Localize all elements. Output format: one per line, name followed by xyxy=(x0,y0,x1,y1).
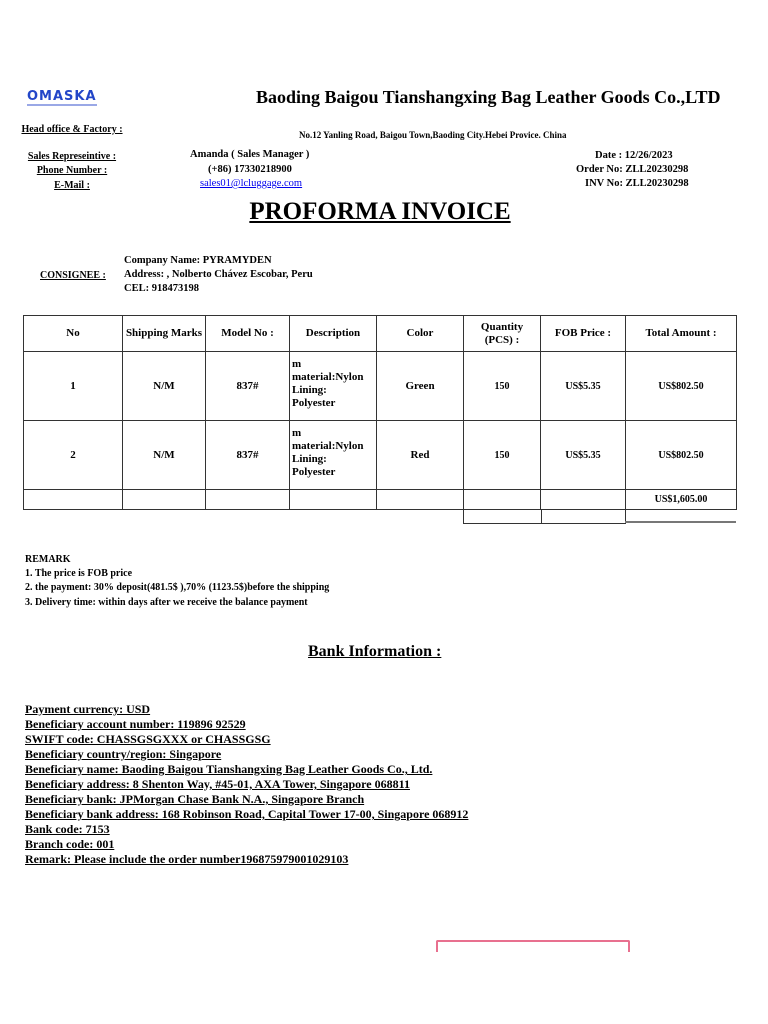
company-seal-stamp xyxy=(436,940,630,952)
cell-color: Red xyxy=(376,420,464,490)
invoice-date: Date : 12/26/2023 xyxy=(595,150,673,161)
header-total-amount: Total Amount : xyxy=(625,315,737,352)
desc-line: Polyester xyxy=(292,466,336,478)
cell-color: Green xyxy=(376,351,464,421)
cell-price: US$5.35 xyxy=(540,420,626,490)
cell-no: 2 xyxy=(23,420,123,490)
bank-line: Beneficiary name: Baoding Baigou Tiansha… xyxy=(25,762,433,776)
extra-cell xyxy=(463,509,542,524)
cell-model: 837# xyxy=(205,420,290,490)
cell-total: US$802.50 xyxy=(625,420,737,490)
table-header-row: No Shipping Marks Model No : Description… xyxy=(23,315,737,352)
sales-rep-label: Sales Represeintive : xyxy=(27,151,117,162)
bank-line: Beneficiary bank address: 168 Robinson R… xyxy=(25,807,469,821)
desc-line: Lining: xyxy=(292,384,327,396)
cell-price: US$5.35 xyxy=(540,351,626,421)
bank-line: Beneficiary bank: JPMorgan Chase Bank N.… xyxy=(25,792,365,806)
desc-line: material:Nylon xyxy=(292,371,364,383)
company-name: Baoding Baigou Tianshangxing Bag Leather… xyxy=(256,87,721,107)
company-logo: OMASKA xyxy=(27,89,97,106)
grand-total: US$1,605.00 xyxy=(625,489,737,510)
cell-total: US$802.50 xyxy=(625,351,737,421)
bank-line: Remark: Please include the order number1… xyxy=(25,852,349,866)
bank-line: SWIFT code: CHASSGSGXXX or CHASSGSG xyxy=(25,732,271,746)
bank-line: Payment currency: USD xyxy=(25,702,151,716)
bank-line: Beneficiary account number: 119896 92529 xyxy=(25,717,246,731)
header-shipping-marks: Shipping Marks xyxy=(122,315,206,352)
header-fob-price: FOB Price : xyxy=(540,315,626,352)
email-label: E-Mail : xyxy=(54,180,90,191)
cell-description: m material:Nylon Lining: Polyester xyxy=(289,351,377,421)
invoice-number: INV No: ZLL20230298 xyxy=(585,178,689,189)
phone-value: (+86) 17330218900 xyxy=(208,164,292,175)
consignee-company: Company Name: PYRAMYDEN xyxy=(124,255,272,266)
phone-label: Phone Number : xyxy=(36,165,108,176)
header-no: No xyxy=(23,315,123,352)
order-number: Order No: ZLL20230298 xyxy=(576,164,689,175)
cell-model: 837# xyxy=(205,351,290,421)
page-title: PROFORMA INVOICE xyxy=(249,198,511,225)
desc-line: Polyester xyxy=(292,397,336,409)
consignee-label: CONSIGNEE : xyxy=(40,270,106,281)
head-office-label: Head office & Factory : xyxy=(21,124,123,135)
total-row: US$1,605.00 xyxy=(23,489,737,510)
remark-item: 3. Delivery time: within days after we r… xyxy=(25,597,308,608)
bank-line: Bank code: 7153 xyxy=(25,822,110,836)
table-row: 1 N/M 837# m material:Nylon Lining: Polyest… xyxy=(23,351,737,421)
desc-line: Lining: xyxy=(292,453,327,465)
sales-rep-value: Amanda ( Sales Manager ) xyxy=(190,149,310,160)
email-link[interactable]: sales01@lcluggage.com xyxy=(200,178,303,189)
divider xyxy=(625,521,736,523)
desc-line: m xyxy=(292,427,302,439)
bank-line: Beneficiary address: 8 Shenton Way, #45-… xyxy=(25,777,410,791)
cell-no: 1 xyxy=(23,351,123,421)
consignee-cel: CEL: 918473198 xyxy=(124,283,199,294)
bank-line: Branch code: 001 xyxy=(25,837,115,851)
bank-info-title: Bank Information : xyxy=(308,643,442,660)
head-office-value: No.12 Yanling Road, Baigou Town,Baoding … xyxy=(299,130,567,140)
cell-marks: N/M xyxy=(122,420,206,490)
bank-line: Beneficiary country/region: Singapore xyxy=(25,747,222,761)
extra-cell xyxy=(540,509,626,524)
header-model-no: Model No : xyxy=(205,315,290,352)
invoice-table: No Shipping Marks Model No : Description… xyxy=(23,315,737,510)
header-description: Description xyxy=(289,315,377,352)
header-color: Color xyxy=(376,315,464,352)
cell-description: m material:Nylon Lining: Polyester xyxy=(289,420,377,490)
cell-quantity: 150 xyxy=(463,420,541,490)
header-quantity: Quantity (PCS) : xyxy=(463,315,541,352)
remark-item: 2. the payment: 30% deposit(481.5$ ),70%… xyxy=(25,582,330,593)
desc-line: m xyxy=(292,358,302,370)
desc-line: material:Nylon xyxy=(292,440,364,452)
cell-quantity: 150 xyxy=(463,351,541,421)
remark-item: 1. The price is FOB price xyxy=(25,568,133,579)
remark-title: REMARK xyxy=(25,554,71,565)
table-row: 2 N/M 837# m material:Nylon Lining: Polyest… xyxy=(23,420,737,490)
cell-marks: N/M xyxy=(122,351,206,421)
consignee-address: Address: , Nolberto Chávez Escobar, Peru xyxy=(124,269,313,280)
